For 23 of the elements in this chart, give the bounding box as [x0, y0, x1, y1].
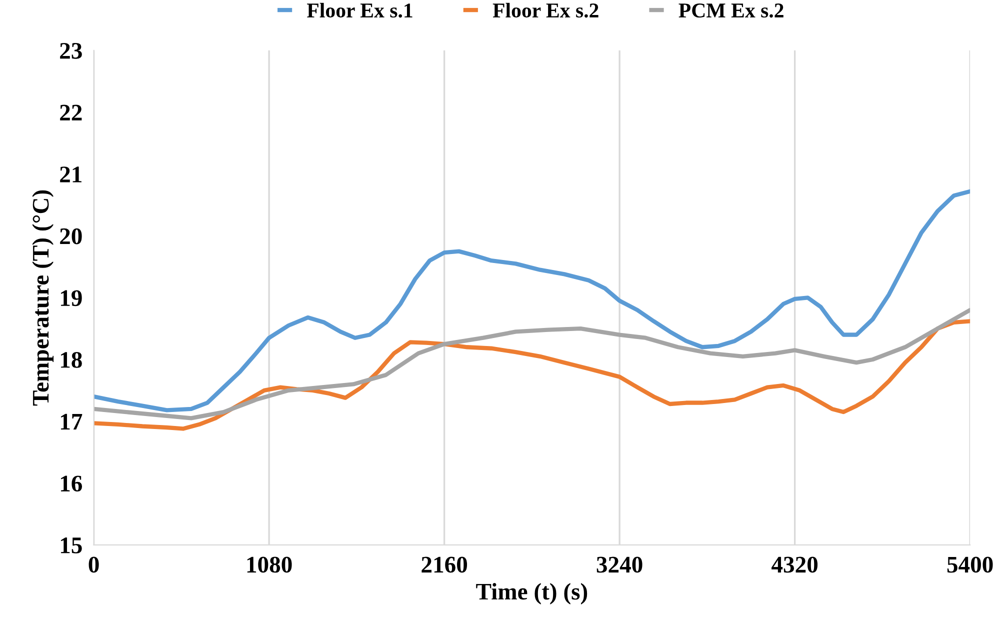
line-series: [94, 189, 970, 412]
x-axis-title: Time (t) (s): [476, 583, 588, 604]
y-axis-title: Temperature (T) (°C): [32, 190, 54, 406]
y-tick-label: 22: [60, 104, 82, 120]
x-tick-label: 2160: [422, 556, 468, 573]
y-tick-label: 17: [60, 414, 82, 430]
line-series: [94, 319, 970, 431]
x-tick-label: 5400: [947, 556, 993, 573]
y-tick-label: 23: [60, 42, 82, 59]
x-tick-label: 3240: [596, 556, 642, 573]
legend-label: PCM Ex s.2: [678, 4, 784, 18]
y-tick-label: 18: [60, 352, 82, 368]
legend-label: Floor Ex s.2: [492, 2, 598, 18]
y-tick-label: 16: [60, 476, 82, 492]
y-tick-label: 21: [60, 166, 82, 182]
x-tick-label: 1080: [247, 556, 292, 573]
y-tick-label: 15: [60, 538, 82, 554]
line-series: [94, 308, 970, 420]
x-tick-label: 4320: [772, 556, 818, 573]
y-tick-label: 19: [60, 290, 82, 306]
y-tick-label: 20: [60, 228, 82, 244]
x-tick-label: 0: [88, 556, 99, 573]
legend-label: Floor Ex s.1: [307, 2, 412, 18]
